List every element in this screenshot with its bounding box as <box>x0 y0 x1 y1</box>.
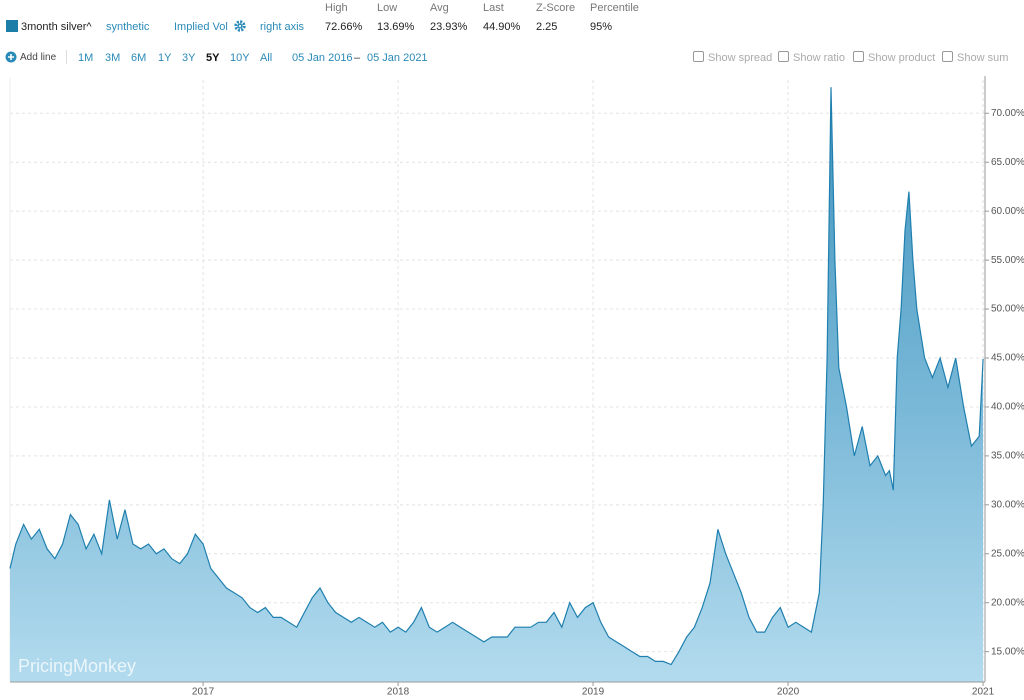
range-button[interactable]: 6M <box>131 52 147 64</box>
y-tick-label: 30.00% <box>991 499 1024 510</box>
checkbox[interactable] <box>778 51 789 62</box>
settings-icon[interactable] <box>234 20 246 32</box>
range-button[interactable]: 3Y <box>182 52 196 64</box>
x-tick-label: 2018 <box>387 687 410 698</box>
x-tick-label: 2017 <box>192 687 215 698</box>
stat-label: Avg <box>430 2 449 14</box>
checkbox[interactable] <box>942 51 953 62</box>
separator <box>66 50 67 64</box>
x-tick-label: 2020 <box>777 687 800 698</box>
stat-value: 2.25 <box>536 21 558 33</box>
x-tick-label: 2021 <box>972 687 995 698</box>
range-button[interactable]: 10Y <box>230 52 250 64</box>
stat-value: 23.93% <box>430 21 468 33</box>
date-to[interactable]: 05 Jan 2021 <box>367 52 428 64</box>
axis-side[interactable]: right axis <box>260 21 305 33</box>
y-tick-label: 15.00% <box>991 646 1024 657</box>
stat-label: Percentile <box>590 2 639 14</box>
stat-label: Last <box>483 2 504 14</box>
y-tick-label: 70.00% <box>991 108 1024 119</box>
y-tick-label: 20.00% <box>991 597 1024 608</box>
stat-label: High <box>325 2 348 14</box>
y-tick-label: 45.00% <box>991 353 1024 364</box>
area-line <box>9 87 984 666</box>
area-fill <box>10 87 984 682</box>
y-tick-label: 65.00% <box>991 157 1024 168</box>
range-button[interactable]: 1M <box>78 52 94 64</box>
add-icon[interactable] <box>5 51 17 63</box>
watermark: PricingMonkey <box>18 656 136 676</box>
add-line[interactable]: Add line <box>20 52 57 63</box>
date-separator: – <box>354 52 361 64</box>
y-tick-label: 50.00% <box>991 304 1024 315</box>
y-tick-label: 60.00% <box>991 206 1024 217</box>
x-tick-label: 2019 <box>582 687 605 698</box>
option-label[interactable]: Show product <box>868 52 936 64</box>
date-from[interactable]: 05 Jan 2016 <box>292 52 353 64</box>
series-name: 3month silver^ <box>21 21 92 33</box>
y-tick-label: 25.00% <box>991 548 1024 559</box>
model[interactable]: synthetic <box>106 21 150 33</box>
stat-value: 13.69% <box>377 21 415 33</box>
y-tick-label: 35.00% <box>991 451 1024 462</box>
series-swatch <box>6 20 18 32</box>
option-label[interactable]: Show spread <box>708 52 773 64</box>
stat-value: 44.90% <box>483 21 521 33</box>
stat-value: 72.66% <box>325 21 363 33</box>
stat-label: Low <box>377 2 398 14</box>
range-button[interactable]: 1Y <box>158 52 172 64</box>
y-tick-label: 40.00% <box>991 402 1024 413</box>
option-label[interactable]: Show sum <box>957 52 1009 64</box>
checkbox[interactable] <box>693 51 704 62</box>
range-button[interactable]: 3M <box>105 52 121 64</box>
y-tick-label: 55.00% <box>991 255 1024 266</box>
metric[interactable]: Implied Vol <box>174 21 228 33</box>
checkbox[interactable] <box>853 51 864 62</box>
option-label[interactable]: Show ratio <box>793 52 845 64</box>
stat-label: Z-Score <box>536 2 576 14</box>
stat-value: 95% <box>590 21 613 33</box>
range-button[interactable]: All <box>260 52 273 64</box>
range-button[interactable]: 5Y <box>206 52 220 64</box>
